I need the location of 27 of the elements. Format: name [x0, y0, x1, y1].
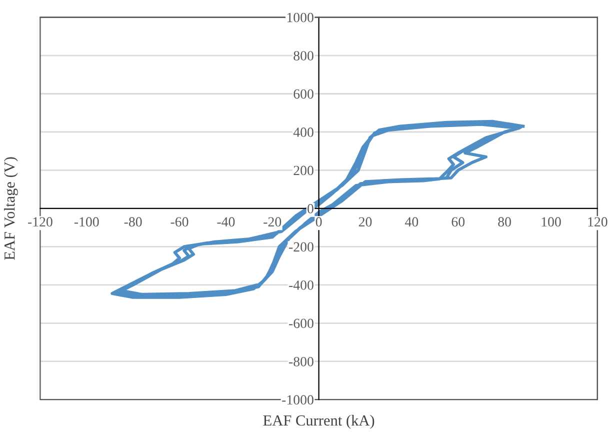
x-tick-label: 20: [358, 217, 372, 227]
x-tick-label: -100: [74, 217, 99, 227]
y-tick-label: -1000: [282, 395, 314, 405]
y-tick-label: 400: [293, 128, 314, 137]
y-tick-label: 1000: [287, 12, 314, 22]
x-tick-label: 60: [452, 217, 465, 227]
y-tick-label: 800: [294, 51, 314, 60]
x-tick-label: 100: [542, 217, 561, 227]
x-tick-label: -20: [264, 217, 282, 227]
x-tick-label: -40: [217, 217, 235, 227]
y-tick-label: -200: [289, 242, 314, 252]
x-tick-label: 0: [316, 217, 322, 227]
y-tick-label: 0: [308, 204, 314, 214]
y-axis-title: EAF Voltage (V): [4, 157, 18, 260]
x-tick-label: -60: [170, 217, 188, 227]
x-axis-title: EAF Current (kA): [263, 414, 374, 429]
x-tick-label: -120: [28, 217, 52, 227]
line-series: [110, 120, 525, 299]
y-tick-label: 200: [294, 166, 314, 176]
x-tick-label: 40: [405, 217, 418, 227]
y-tick-label: -400: [289, 280, 314, 290]
x-tick-label: 120: [588, 217, 608, 227]
y-tick-label: -600: [289, 318, 314, 328]
y-tick-label: -800: [289, 356, 314, 366]
x-tick-label: -80: [124, 217, 142, 227]
y-tick-label: 600: [294, 89, 314, 99]
x-tick-label: 80: [498, 217, 511, 227]
